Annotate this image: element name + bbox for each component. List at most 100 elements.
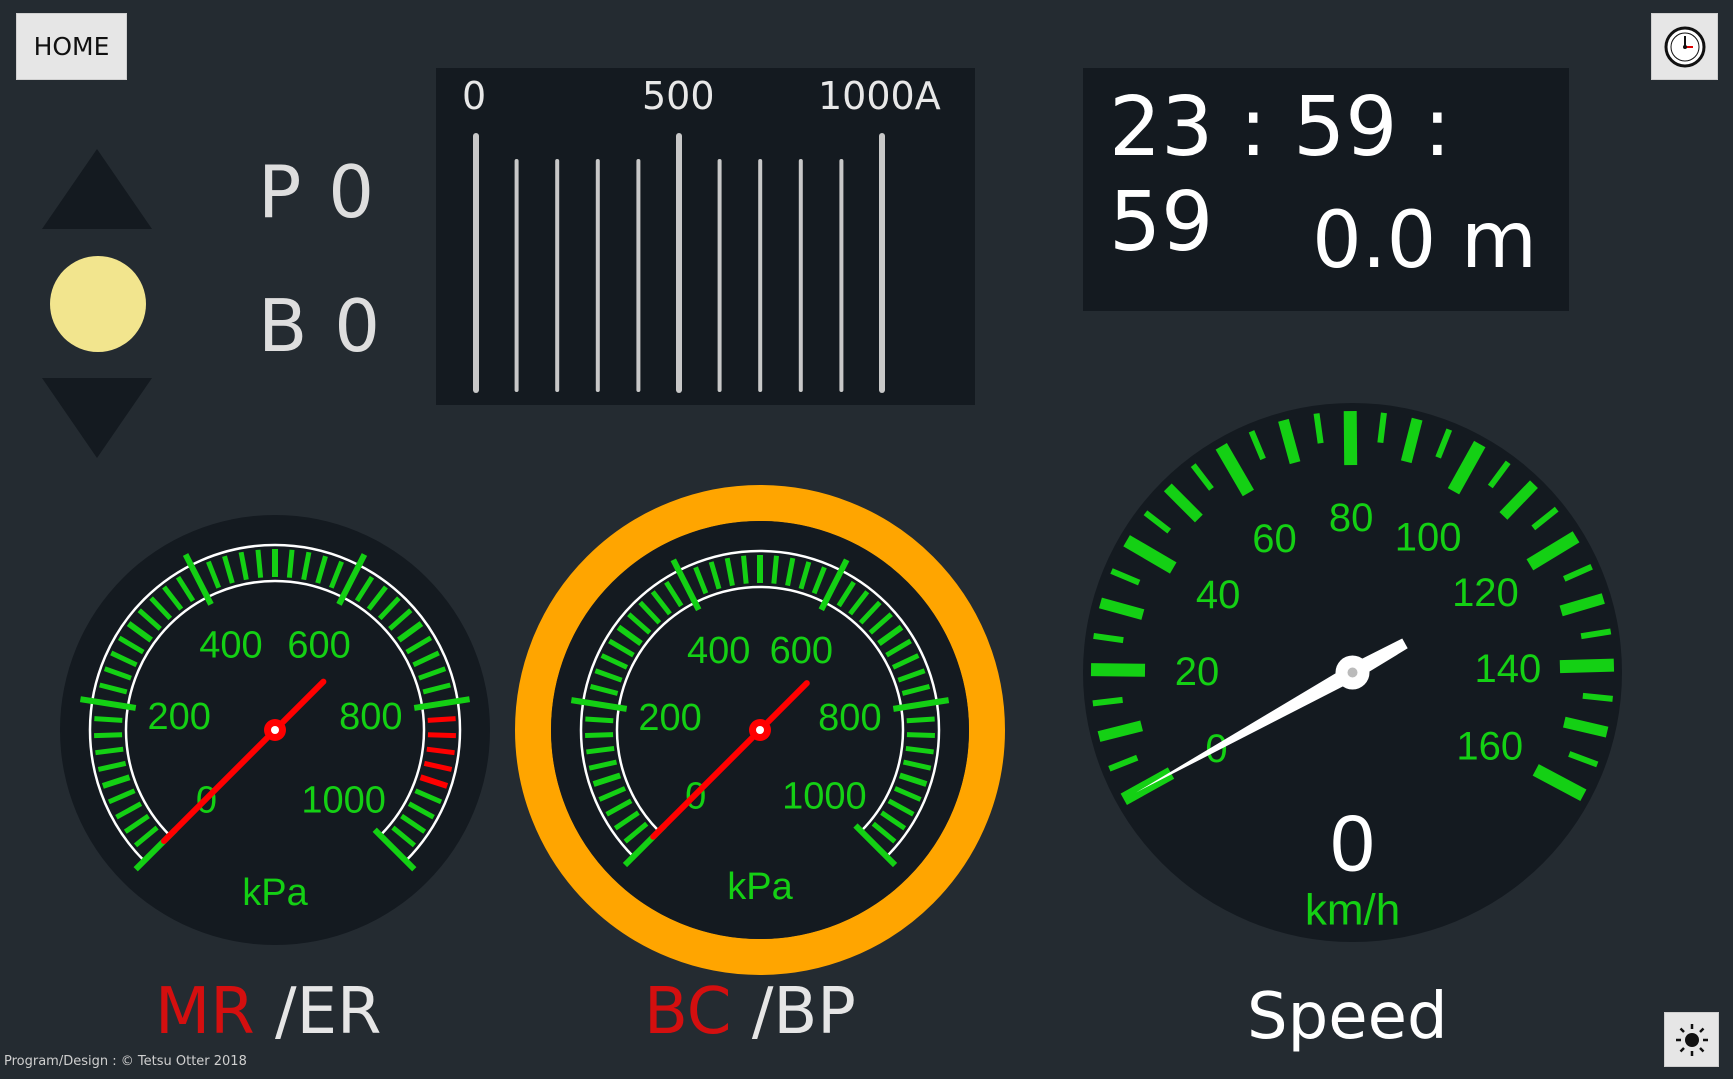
gauge-arc-inner [124,579,426,837]
speed-title: Speed [1247,980,1448,1054]
gauge-arc-outer [579,549,941,858]
gauge-tick-label: 200 [147,696,210,738]
speed-tick [1163,483,1203,523]
gauge-tick [627,612,652,635]
gauge-tick [206,560,222,589]
speed-unit-label: km/h [1305,886,1400,935]
ammeter-label-500: 500 [642,74,715,118]
gauge-tick [427,732,456,739]
gauge-tick-label: 1000 [782,775,867,817]
sun-icon [1675,1023,1708,1056]
ammeter-bars [473,133,885,393]
gauge-tick [301,551,312,581]
gauge-tick [405,635,433,655]
home-button[interactable]: HOME [16,13,127,80]
speed-tick-label: 20 [1175,650,1220,694]
power-notch-label: P 0 [258,150,377,234]
speed-tick-label: 80 [1329,496,1374,540]
gauge-unit-label: kPa [242,872,308,914]
clock-icon [1664,26,1705,67]
gauge-tick [902,759,932,771]
gauge-tick [222,555,235,584]
clock-panel: 23 : 59 : 59 0.0 m [1083,68,1569,311]
ammeter-label-0: 0 [462,74,487,118]
gauge-tick [623,821,649,844]
gauge-tick [771,555,779,584]
gauge-tick [811,566,827,595]
speed-tick [1143,510,1172,534]
speed-tick [1580,628,1612,640]
gauge-tick [598,786,627,802]
gauge-tick [836,580,856,608]
notch-control [42,149,152,458]
gauge-tick [94,732,123,739]
gauge-tick [412,650,440,668]
gauge-tick [391,825,417,848]
gauge-tick [419,774,449,789]
gauge-tick [422,682,451,695]
gauge-tick [798,561,812,590]
speed-tick [1377,412,1387,444]
gauge-tick [898,772,928,787]
gauge-tick [123,813,150,834]
gauge-tick [585,732,614,738]
gauge-tick [897,668,926,683]
gauge-tick [315,555,328,584]
speed-tick [1098,597,1145,620]
distance-readout: 0.0 m [1312,196,1537,286]
speed-tick-label: 160 [1456,725,1523,769]
speed-tick [1092,696,1123,707]
needle-hub-center [756,726,764,734]
speed-digital-readout: 0 [1330,799,1375,888]
gauge-tick [818,558,850,612]
brake-notch-label: B 0 [258,284,383,368]
speed-tick [1248,430,1266,461]
gauge-tick [286,549,295,578]
brightness-button[interactable] [1664,1012,1719,1067]
gauge-tick [413,696,471,711]
speed-tick [1215,443,1254,497]
gauge-tick [650,590,672,616]
gauge-tick [871,821,897,844]
gauge-tick [613,810,640,831]
gauge-tick [741,555,749,584]
speed-tick [1563,716,1609,738]
speed-tick [1563,564,1593,582]
triangle-up-icon[interactable] [42,149,152,229]
gauge-tick [858,600,882,625]
triangle-down-icon[interactable] [42,378,152,458]
clock-button[interactable] [1651,13,1718,80]
gauge-tick [848,590,870,616]
speed-tick [1531,506,1559,531]
gauge-tick [407,801,435,820]
gauge-tick [137,608,162,631]
gauge-tick [891,653,920,670]
gauge-tick [255,549,264,578]
speed-tick [1499,480,1538,520]
gauge-tick [586,745,615,755]
mr-title-red: MR [155,975,255,1049]
gauge-tick [693,566,709,595]
speed-tick [1568,751,1599,768]
gauge-tick-label: 400 [199,625,262,667]
speed-needle-hub-center [1347,667,1358,678]
gauge-tick [877,624,904,647]
speed-tick [1190,463,1214,491]
gauge-tick [397,621,424,643]
gauge-tick [366,585,388,611]
speed-tick [1110,568,1141,586]
gauge-tick [162,585,184,611]
gauge-tick [724,557,735,587]
gauge-tick [99,682,128,695]
gauge-tick [79,696,137,711]
bp-title: /BP [731,975,856,1049]
speed-tick [1532,764,1587,802]
gauge-tick-label: 800 [818,697,881,739]
gauge-tick-label: 200 [638,697,701,739]
gauge-tick [616,624,643,647]
gauge-needle [160,678,327,845]
gauge-tick [427,716,456,723]
gauge-tick [906,732,935,738]
speed-tick [1108,754,1139,772]
ammeter-label-1000: 1000A [818,74,941,118]
